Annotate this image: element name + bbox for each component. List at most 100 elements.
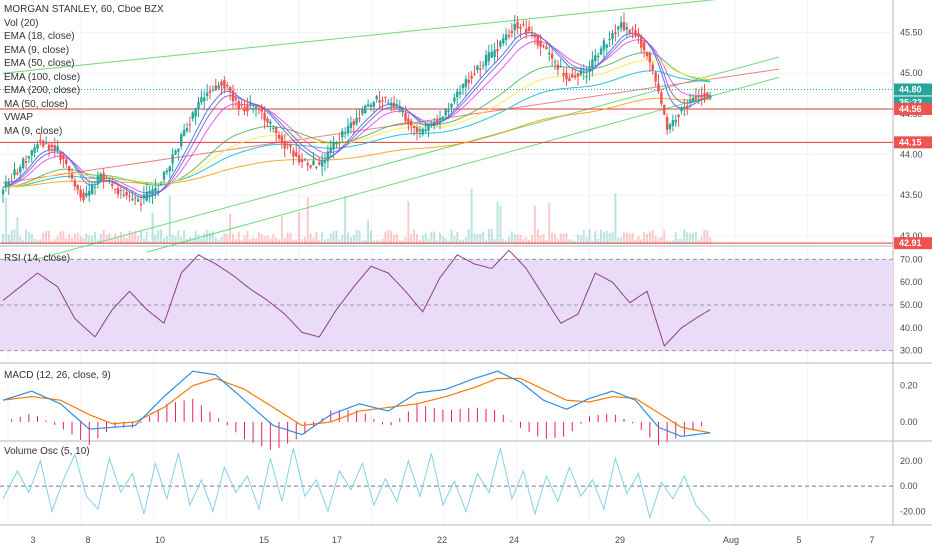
volume-bar (416, 234, 418, 244)
candle-body (657, 83, 660, 92)
candle-body (504, 34, 508, 40)
indicator-ma9[interactable]: MA (9, close) (4, 125, 63, 137)
rsi-title[interactable]: RSI (14, close) (4, 253, 71, 264)
candle-body (33, 147, 36, 153)
volume-bar (393, 234, 395, 244)
candle-body (565, 72, 568, 80)
candle-body (102, 173, 105, 181)
volume-bar (485, 239, 487, 244)
volume-bar (122, 236, 125, 244)
volume-bar (102, 229, 105, 244)
candle-body (280, 135, 284, 144)
indicator-ema100[interactable]: EMA (100, close) (4, 71, 81, 83)
indicator-ema18[interactable]: EMA (18, close) (4, 31, 75, 42)
candle-body (286, 144, 289, 146)
volume-bar (513, 234, 516, 244)
volume-bar (597, 238, 600, 244)
time-axis-label: 22 (437, 535, 447, 545)
candle-body (73, 180, 77, 187)
volume-bar (473, 233, 476, 244)
candle-body (7, 181, 10, 186)
volume-bar (283, 237, 286, 244)
volume-bar (611, 231, 614, 244)
price-badge (894, 83, 932, 96)
candle-body (111, 183, 114, 186)
candle-body (274, 126, 278, 134)
candle-body (628, 29, 631, 34)
volume-bar (27, 232, 30, 244)
candle-body (180, 134, 183, 147)
volume-bar (160, 229, 163, 244)
candle-body (343, 132, 347, 134)
candle-body (582, 71, 585, 73)
volume-bar (467, 229, 470, 244)
candle-body (372, 101, 376, 107)
candle-body (125, 191, 128, 196)
candle-body (424, 129, 427, 132)
candle-body (272, 127, 275, 129)
indicator-ema50[interactable]: EMA (50, close) (4, 58, 75, 69)
price-badge-label: 44.56 (899, 104, 922, 114)
volume-bar (94, 231, 96, 244)
volume-bar (211, 231, 214, 244)
candle-body (410, 120, 413, 126)
volume-bar (628, 233, 631, 244)
macd-title[interactable]: MACD (12, 26, close, 9) (4, 370, 111, 381)
volume-bar (39, 239, 42, 244)
trend-line (2, 0, 717, 74)
volume-bar (65, 238, 68, 244)
trend-line (146, 76, 780, 253)
candle-body (493, 49, 496, 58)
candle-body (56, 146, 59, 151)
volume-bar (556, 238, 559, 244)
volume-bar (240, 240, 243, 244)
candle-body (295, 152, 298, 157)
volume-bar (125, 237, 128, 244)
time-axis-label: 17 (332, 535, 342, 545)
volume-bar (50, 240, 53, 244)
indicator-ema200[interactable]: EMA (200, close) (4, 85, 81, 96)
volume-bar (226, 234, 229, 244)
volume-bar (450, 229, 453, 244)
volume-osc-title[interactable]: Volume Osc (5, 10) (4, 446, 90, 457)
candle-body (389, 102, 393, 106)
indicator-vwap[interactable]: VWAP (4, 112, 34, 123)
candle-body (605, 44, 608, 48)
candle-body (484, 55, 488, 66)
indicator-ema9[interactable]: EMA (9, close) (4, 44, 70, 56)
volume-bar (568, 239, 571, 244)
volume-bar (605, 231, 608, 244)
candle-body (663, 104, 666, 115)
indicator-vol[interactable]: Vol (20) (4, 17, 39, 29)
volume-bar (375, 239, 378, 244)
candle-body (116, 188, 120, 195)
volume-bar (539, 235, 542, 244)
candle-body (542, 45, 545, 47)
volume-bar (623, 232, 625, 244)
volume-bar (249, 239, 252, 244)
candle-body (571, 74, 574, 78)
candle-body (539, 40, 542, 47)
candle-body (269, 121, 272, 124)
time-axis-label: 24 (509, 535, 519, 545)
volume-bar (395, 234, 398, 244)
volume-bar (295, 239, 298, 244)
time-axis-label: 15 (259, 535, 269, 545)
indicator-ma50[interactable]: MA (50, close) (4, 98, 68, 110)
volume-bar (22, 240, 25, 244)
volume-bar (565, 233, 568, 244)
candle-body (594, 55, 597, 61)
volume-bar (174, 236, 177, 244)
candle-body (421, 128, 424, 135)
candle-body (648, 53, 652, 63)
candle-body (464, 79, 468, 88)
candle-body (381, 100, 384, 102)
candle-body (453, 97, 456, 102)
volume-bar (260, 234, 263, 244)
candle-body (36, 144, 39, 149)
volume-bar (157, 230, 160, 244)
candle-body (309, 165, 312, 168)
volume-bar (677, 239, 680, 244)
rsi-tick-label: 70.00 (900, 254, 923, 264)
